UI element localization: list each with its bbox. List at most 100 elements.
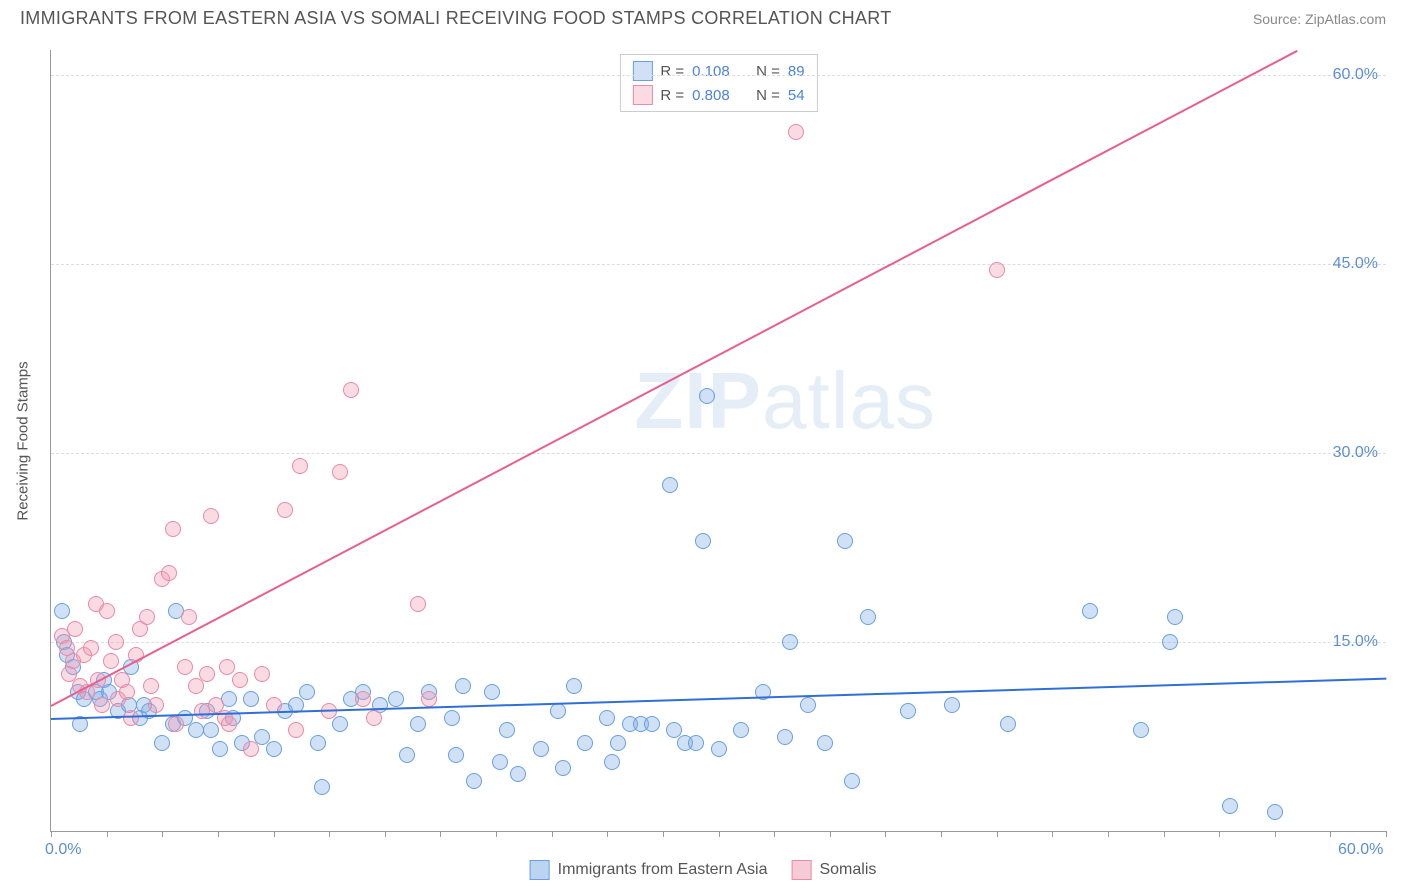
data-point bbox=[119, 684, 135, 700]
x-tick bbox=[774, 831, 775, 837]
x-tick bbox=[719, 831, 720, 837]
x-tick-label: 60.0% bbox=[1338, 841, 1383, 859]
data-point bbox=[782, 634, 798, 650]
data-point bbox=[410, 596, 426, 612]
x-tick bbox=[1219, 831, 1220, 837]
data-point bbox=[188, 678, 204, 694]
source-attribution: Source: ZipAtlas.com bbox=[1253, 11, 1386, 27]
x-tick bbox=[329, 831, 330, 837]
data-point bbox=[1222, 798, 1238, 814]
data-point bbox=[243, 741, 259, 757]
legend-row: R =0.808N =54 bbox=[632, 83, 804, 107]
grid-line bbox=[51, 642, 1386, 643]
data-point bbox=[243, 691, 259, 707]
data-point bbox=[332, 716, 348, 732]
legend-swatch bbox=[791, 860, 811, 880]
data-point bbox=[168, 716, 184, 732]
data-point bbox=[83, 640, 99, 656]
x-tick bbox=[1052, 831, 1053, 837]
x-tick bbox=[552, 831, 553, 837]
data-point bbox=[399, 747, 415, 763]
data-point bbox=[355, 691, 371, 707]
x-tick bbox=[663, 831, 664, 837]
data-point bbox=[900, 703, 916, 719]
data-point bbox=[139, 609, 155, 625]
x-tick bbox=[274, 831, 275, 837]
x-tick bbox=[385, 831, 386, 837]
data-point bbox=[555, 760, 571, 776]
x-tick bbox=[107, 831, 108, 837]
y-tick-label: 45.0% bbox=[1333, 255, 1378, 273]
data-point bbox=[695, 533, 711, 549]
y-tick-label: 30.0% bbox=[1333, 444, 1378, 462]
data-point bbox=[188, 722, 204, 738]
correlation-legend: R =0.108N =89R =0.808N =54 bbox=[619, 54, 817, 112]
legend-label: Somalis bbox=[819, 861, 876, 879]
x-tick bbox=[496, 831, 497, 837]
data-point bbox=[343, 382, 359, 398]
series-legend: Immigrants from Eastern Asia Somalis bbox=[530, 860, 877, 880]
x-tick bbox=[830, 831, 831, 837]
r-label: R = bbox=[660, 87, 684, 104]
x-tick bbox=[162, 831, 163, 837]
data-point bbox=[533, 741, 549, 757]
legend-item: Immigrants from Eastern Asia bbox=[530, 860, 768, 880]
x-tick bbox=[1330, 831, 1331, 837]
data-point bbox=[844, 773, 860, 789]
legend-item: Somalis bbox=[791, 860, 876, 880]
n-value: 89 bbox=[788, 63, 805, 80]
data-point bbox=[817, 735, 833, 751]
data-point bbox=[148, 697, 164, 713]
x-tick bbox=[997, 831, 998, 837]
data-point bbox=[410, 716, 426, 732]
y-axis-label: Receiving Food Stamps bbox=[15, 361, 32, 520]
data-point bbox=[99, 603, 115, 619]
data-point bbox=[455, 678, 471, 694]
header-bar: IMMIGRANTS FROM EASTERN ASIA VS SOMALI R… bbox=[0, 0, 1406, 33]
data-point bbox=[94, 697, 110, 713]
data-point bbox=[699, 388, 715, 404]
data-point bbox=[221, 716, 237, 732]
data-point bbox=[788, 124, 804, 140]
data-point bbox=[837, 533, 853, 549]
data-point bbox=[944, 697, 960, 713]
data-point bbox=[277, 502, 293, 518]
data-point bbox=[181, 609, 197, 625]
legend-swatch bbox=[632, 61, 652, 81]
data-point bbox=[566, 678, 582, 694]
data-point bbox=[161, 565, 177, 581]
legend-swatch bbox=[530, 860, 550, 880]
data-point bbox=[143, 678, 159, 694]
n-label: N = bbox=[756, 87, 780, 104]
data-point bbox=[733, 722, 749, 738]
data-point bbox=[777, 729, 793, 745]
data-point bbox=[388, 691, 404, 707]
watermark-light: atlas bbox=[762, 356, 936, 445]
data-point bbox=[154, 735, 170, 751]
data-point bbox=[448, 747, 464, 763]
data-point bbox=[203, 508, 219, 524]
data-point bbox=[599, 710, 615, 726]
data-point bbox=[108, 634, 124, 650]
data-point bbox=[492, 754, 508, 770]
r-value: 0.808 bbox=[692, 87, 738, 104]
data-point bbox=[314, 779, 330, 795]
data-point bbox=[711, 741, 727, 757]
data-point bbox=[288, 722, 304, 738]
data-point bbox=[1162, 634, 1178, 650]
data-point bbox=[199, 666, 215, 682]
r-value: 0.108 bbox=[692, 63, 738, 80]
y-tick-label: 15.0% bbox=[1333, 633, 1378, 651]
data-point bbox=[299, 684, 315, 700]
data-point bbox=[499, 722, 515, 738]
data-point bbox=[219, 659, 235, 675]
data-point bbox=[800, 697, 816, 713]
data-point bbox=[644, 716, 660, 732]
data-point bbox=[292, 458, 308, 474]
x-tick bbox=[607, 831, 608, 837]
x-tick-label: 0.0% bbox=[45, 841, 81, 859]
x-tick bbox=[440, 831, 441, 837]
data-point bbox=[421, 691, 437, 707]
grid-line bbox=[51, 75, 1386, 76]
data-point bbox=[466, 773, 482, 789]
